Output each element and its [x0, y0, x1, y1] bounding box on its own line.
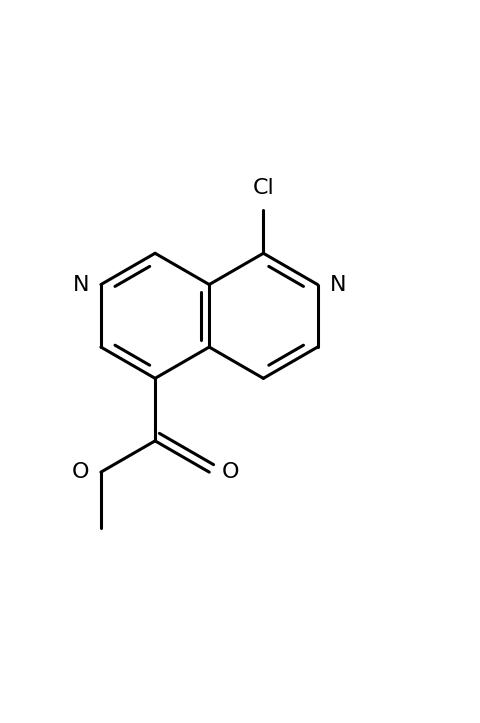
Text: N: N — [329, 275, 345, 294]
Text: O: O — [221, 462, 238, 482]
Text: Cl: Cl — [252, 178, 274, 198]
Text: N: N — [72, 275, 89, 294]
Text: O: O — [71, 462, 89, 482]
